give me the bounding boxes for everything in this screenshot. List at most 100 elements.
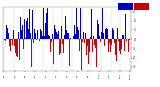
Bar [52,34,53,39]
Bar [78,30,79,39]
Bar [23,39,24,49]
Bar [73,36,74,39]
Bar [33,39,34,43]
Bar [18,32,19,39]
Bar [68,33,69,39]
Bar [60,39,61,53]
Bar [79,39,80,47]
Bar [62,39,63,44]
Bar [104,39,105,46]
Bar [20,17,21,39]
Bar [83,32,84,39]
Bar [120,39,121,54]
Bar [5,39,6,41]
Bar [97,20,98,39]
Bar [17,39,18,57]
Bar [53,39,54,64]
Bar [129,39,130,40]
Bar [13,30,14,39]
Bar [41,31,42,39]
Bar [118,39,119,41]
Bar [69,39,70,66]
Bar [15,36,16,39]
Bar [113,30,114,39]
Bar [128,39,129,52]
Bar [106,28,107,39]
Bar [94,39,95,45]
Bar [58,31,59,39]
Bar [75,34,76,39]
Bar [19,39,20,60]
Bar [32,10,33,39]
Bar [47,8,48,39]
Bar [6,11,7,39]
Bar [16,32,17,39]
Bar [55,29,56,39]
Bar [126,39,127,41]
Bar [114,39,115,43]
Bar [93,36,94,39]
Bar [112,28,113,39]
Bar [105,29,106,39]
Bar [90,37,91,39]
Bar [80,39,81,70]
Bar [7,28,8,39]
Bar [66,30,67,39]
Bar [27,18,28,39]
Bar [84,39,85,43]
Bar [21,30,22,39]
Bar [116,39,117,61]
Bar [59,39,60,55]
Bar [100,39,101,42]
Bar [77,27,78,39]
Bar [40,29,41,39]
Bar [82,39,83,42]
Bar [4,39,5,40]
Bar [36,39,37,40]
Bar [99,36,100,39]
Bar [64,35,65,39]
Bar [46,13,47,39]
Bar [117,27,118,39]
Bar [76,8,77,39]
Bar [89,39,90,55]
Bar [81,39,82,70]
Bar [39,39,40,41]
Bar [70,27,71,39]
Bar [115,31,116,39]
Bar [43,8,44,39]
Bar [123,35,124,39]
Bar [122,35,123,39]
Bar [88,39,89,64]
Bar [91,9,92,39]
Bar [63,39,64,53]
Bar [31,39,32,68]
Bar [34,29,35,39]
Bar [24,19,25,39]
Bar [103,33,104,39]
Bar [9,39,10,46]
Bar [37,30,38,39]
Bar [87,39,88,46]
Bar [29,9,30,39]
Bar [121,39,122,49]
Bar [54,25,55,39]
Bar [10,39,11,52]
Bar [56,32,57,39]
Bar [119,39,120,51]
Bar [48,35,49,39]
Bar [98,24,99,39]
Bar [35,33,36,39]
Bar [12,39,13,45]
Bar [8,33,9,39]
Bar [45,23,46,39]
Bar [14,39,15,46]
Bar [110,39,111,52]
Bar [42,36,43,39]
Bar [125,14,126,39]
Bar [109,39,110,43]
Bar [107,29,108,39]
Bar [111,39,112,45]
Bar [74,25,75,39]
Bar [11,39,12,40]
